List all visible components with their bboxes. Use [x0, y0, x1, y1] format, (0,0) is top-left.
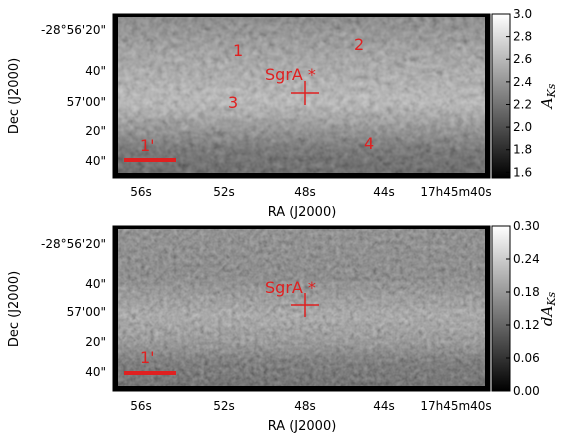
scale-bar — [124, 371, 176, 375]
sgra-cross-marker — [291, 81, 319, 105]
top-ytick-label: 40" — [85, 154, 106, 168]
sgra-label: SgrA * — [265, 65, 316, 84]
top-ytick-label: -28°56'20" — [41, 23, 106, 37]
bottom-y-axis-label: Dec (J2000) — [7, 271, 22, 347]
colorbar-tick-label: 0.00 — [513, 384, 540, 398]
region-label-1: 1 — [233, 41, 243, 60]
colorbar-tick-label: 0.06 — [513, 351, 540, 365]
top-xtick-label: 44s — [373, 185, 395, 199]
colorbar-tick-label: 3.0 — [513, 7, 532, 21]
top-xtick-label: 56s — [130, 185, 152, 199]
colorbar-tick-label: 0.12 — [513, 318, 540, 332]
bottom-xtick-label: 48s — [294, 399, 316, 413]
top-heatmap — [112, 13, 491, 179]
colorbar-tick-label: 2.8 — [513, 30, 532, 44]
colorbar-tick-label: 2.0 — [513, 120, 532, 134]
region-label-4: 4 — [364, 134, 374, 153]
bottom-colorbar-label: dAKs — [538, 292, 558, 327]
top-xtick-label: 52s — [213, 185, 235, 199]
sgra-cross-marker — [291, 293, 319, 317]
colorbar-tick-label: 2.2 — [513, 97, 532, 111]
top-ytick-label: 20" — [85, 124, 106, 138]
top-y-axis-ticks: -28°56'20" 40" 57'00" 20" 40" — [41, 23, 106, 168]
colorbar-tick-label: 1.6 — [513, 165, 532, 179]
top-xtick-label: 17h45m40s — [420, 185, 491, 199]
top-xtick-label: 48s — [294, 185, 316, 199]
bottom-ytick-label: 20" — [85, 335, 106, 349]
bottom-ytick-label: 40" — [85, 277, 106, 291]
bottom-ytick-label: -28°56'20" — [41, 237, 106, 251]
scale-bar — [124, 158, 176, 162]
bottom-xtick-label: 52s — [213, 399, 235, 413]
colorbar-tick-label: 2.4 — [513, 75, 532, 89]
top-x-axis-label: RA (J2000) — [268, 205, 337, 220]
colorbar-tick-label: 1.8 — [513, 143, 532, 157]
top-colorbar: 3.0 2.8 2.6 2.4 2.2 2.0 1.8 1.6 AKs — [491, 7, 558, 179]
scale-bar-label: 1' — [140, 348, 155, 367]
bottom-panel: -28°56'20" 40" 57'00" 20" 40" Dec (J2000… — [7, 219, 558, 434]
bottom-x-axis-ticks: 56s 52s 48s 44s 17h45m40s — [130, 399, 491, 413]
sgra-label: SgrA * — [265, 278, 316, 297]
colorbar-tick-label: 0.24 — [513, 252, 540, 266]
colorbar-tick-label: 0.18 — [513, 285, 540, 299]
colorbar-tick-label: 2.6 — [513, 52, 532, 66]
bottom-colorbar: 0.30 0.24 0.18 0.12 0.06 0.00 dAKs — [491, 219, 558, 398]
top-y-axis-label: Dec (J2000) — [7, 58, 22, 134]
scale-bar-label: 1' — [140, 136, 155, 155]
bottom-xtick-label: 17h45m40s — [420, 399, 491, 413]
region-label-3: 3 — [228, 93, 238, 112]
bottom-heatmap — [112, 225, 491, 392]
bottom-xtick-label: 44s — [373, 399, 395, 413]
colorbar-tick-label: 0.30 — [513, 219, 540, 233]
top-panel: -28°56'20" 40" 57'00" 20" 40" Dec (J2000… — [7, 7, 558, 220]
top-x-axis-ticks: 56s 52s 48s 44s 17h45m40s — [130, 185, 491, 199]
bottom-y-axis-ticks: -28°56'20" 40" 57'00" 20" 40" — [41, 237, 106, 379]
region-label-2: 2 — [354, 35, 364, 54]
bottom-ytick-label: 40" — [85, 365, 106, 379]
bottom-ytick-label: 57'00" — [67, 305, 106, 319]
bottom-xtick-label: 56s — [130, 399, 152, 413]
top-colorbar-label: AKs — [538, 83, 558, 110]
top-ytick-label: 57'00" — [67, 95, 106, 109]
bottom-x-axis-label: RA (J2000) — [268, 419, 337, 434]
top-ytick-label: 40" — [85, 64, 106, 78]
